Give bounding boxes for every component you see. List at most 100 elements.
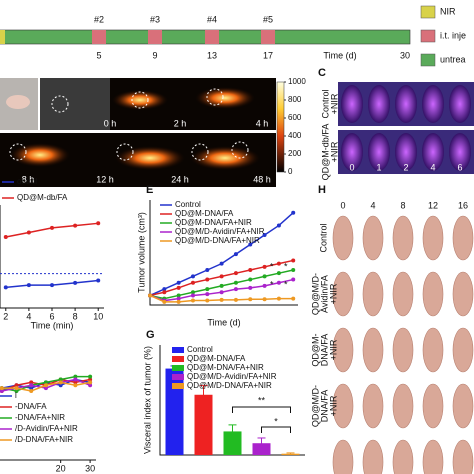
x-axis-label: Time (min) xyxy=(31,320,74,330)
bar xyxy=(165,368,184,455)
mouse-photo xyxy=(452,327,474,373)
data-point xyxy=(73,223,78,228)
data-point xyxy=(176,296,181,301)
annotation: * xyxy=(284,261,288,271)
mouse-photo xyxy=(422,383,444,429)
data-point xyxy=(291,296,296,301)
day-label: 30 xyxy=(400,50,410,60)
significance-bracket xyxy=(232,406,291,413)
data-point xyxy=(276,223,281,228)
mouse-photo xyxy=(392,439,414,474)
data-point xyxy=(176,285,181,290)
time-label: 4 xyxy=(430,162,435,172)
legend-label: NIR xyxy=(440,6,456,16)
legend-label: QD@M/D-DNA/FA+NIR xyxy=(187,381,272,390)
legend-label: ontrol xyxy=(17,177,37,186)
data-line xyxy=(5,222,99,238)
data-point xyxy=(219,274,224,279)
data-point xyxy=(43,380,48,385)
legend-label: QD@M-DNA/FA+NIR xyxy=(187,363,264,372)
y-axis-label: Visceral index of tumor (%) xyxy=(142,346,152,454)
bar xyxy=(194,394,213,455)
injection-label: #4 xyxy=(207,14,217,24)
x-tick-label: 30 xyxy=(85,463,95,473)
mouse-image xyxy=(395,85,417,123)
annotation: * xyxy=(270,261,274,271)
column-label: 16 xyxy=(458,200,468,210)
data-point xyxy=(148,293,152,298)
data-point xyxy=(14,389,19,393)
legend-label: QD@M-DNA/FA xyxy=(187,354,246,363)
timeline: #2 #3 #4 #5 5 9 13 17 Time (d) 30 xyxy=(0,14,411,60)
data-point xyxy=(88,377,93,382)
data-point xyxy=(162,290,167,295)
data-point xyxy=(73,377,78,382)
data-point xyxy=(190,298,195,303)
data-point xyxy=(176,280,181,285)
panel-label: C xyxy=(318,67,326,79)
data-point xyxy=(205,268,210,272)
day-label: 9 xyxy=(152,50,157,60)
data-point xyxy=(262,297,267,302)
data-point xyxy=(58,383,63,388)
data-point xyxy=(29,383,34,388)
time-label: 6 xyxy=(457,162,462,172)
bar xyxy=(223,431,242,455)
data-point xyxy=(276,261,281,266)
data-point xyxy=(50,283,54,288)
data-point xyxy=(26,283,31,288)
annotation: * xyxy=(284,279,288,289)
data-point xyxy=(43,383,48,388)
time-label: 24 h xyxy=(171,174,189,184)
colorbar-label: 200 xyxy=(288,149,302,158)
mouse-image xyxy=(341,133,363,171)
data-point xyxy=(29,386,34,391)
day-label: 17 xyxy=(263,50,273,60)
data-point xyxy=(248,297,253,302)
x-tick-label: 4 xyxy=(26,311,31,321)
data-point xyxy=(248,277,253,282)
mouse-image xyxy=(395,133,417,171)
mouse-photo xyxy=(332,215,354,261)
data-point xyxy=(176,299,181,304)
mouse-photo xyxy=(422,439,444,474)
column-label: 12 xyxy=(428,200,438,210)
row-label: +NIR xyxy=(329,93,339,114)
axis xyxy=(0,205,104,309)
legend-label: i.t. inje xyxy=(440,30,466,40)
data-point xyxy=(248,268,253,272)
day-label: 5 xyxy=(96,50,101,60)
data-point xyxy=(14,383,19,388)
legend-label: QD@M/D-Avidin/FA+NIR xyxy=(175,227,265,236)
day-label: 13 xyxy=(207,50,217,60)
data-point xyxy=(190,290,195,295)
data-point xyxy=(233,271,238,276)
injection-label: #3 xyxy=(150,14,160,24)
panel-label: G xyxy=(146,329,155,341)
mouse-photo xyxy=(392,215,414,261)
data-point xyxy=(162,299,167,304)
data-point xyxy=(58,380,63,385)
x-tick-label: 2 xyxy=(3,311,8,321)
data-point xyxy=(233,297,238,302)
data-point xyxy=(205,277,210,282)
data-point xyxy=(205,287,210,292)
y-axis-label: Tumor volume (cm³) xyxy=(136,212,146,293)
data-point xyxy=(3,285,8,290)
mouse-image xyxy=(422,85,444,123)
legend-label: QD@M-DNA/FA xyxy=(175,209,234,218)
x-tick-label: 8 xyxy=(73,311,78,321)
row-label: DNA/FA xyxy=(319,390,329,423)
data-point xyxy=(276,296,281,301)
data-point xyxy=(26,230,31,235)
row-label: Control xyxy=(320,89,330,118)
data-point xyxy=(73,374,78,379)
legend-label: QD@M/D-DNA/FA+NIR xyxy=(175,236,260,245)
x-tick-label: 6 xyxy=(49,311,54,321)
x-tick-label: 20 xyxy=(56,463,66,473)
row-label: +NIR xyxy=(328,283,338,304)
data-point xyxy=(291,268,296,272)
legend-label: l xyxy=(15,391,17,400)
legend-label: Control xyxy=(187,345,213,354)
data-point xyxy=(291,277,296,282)
